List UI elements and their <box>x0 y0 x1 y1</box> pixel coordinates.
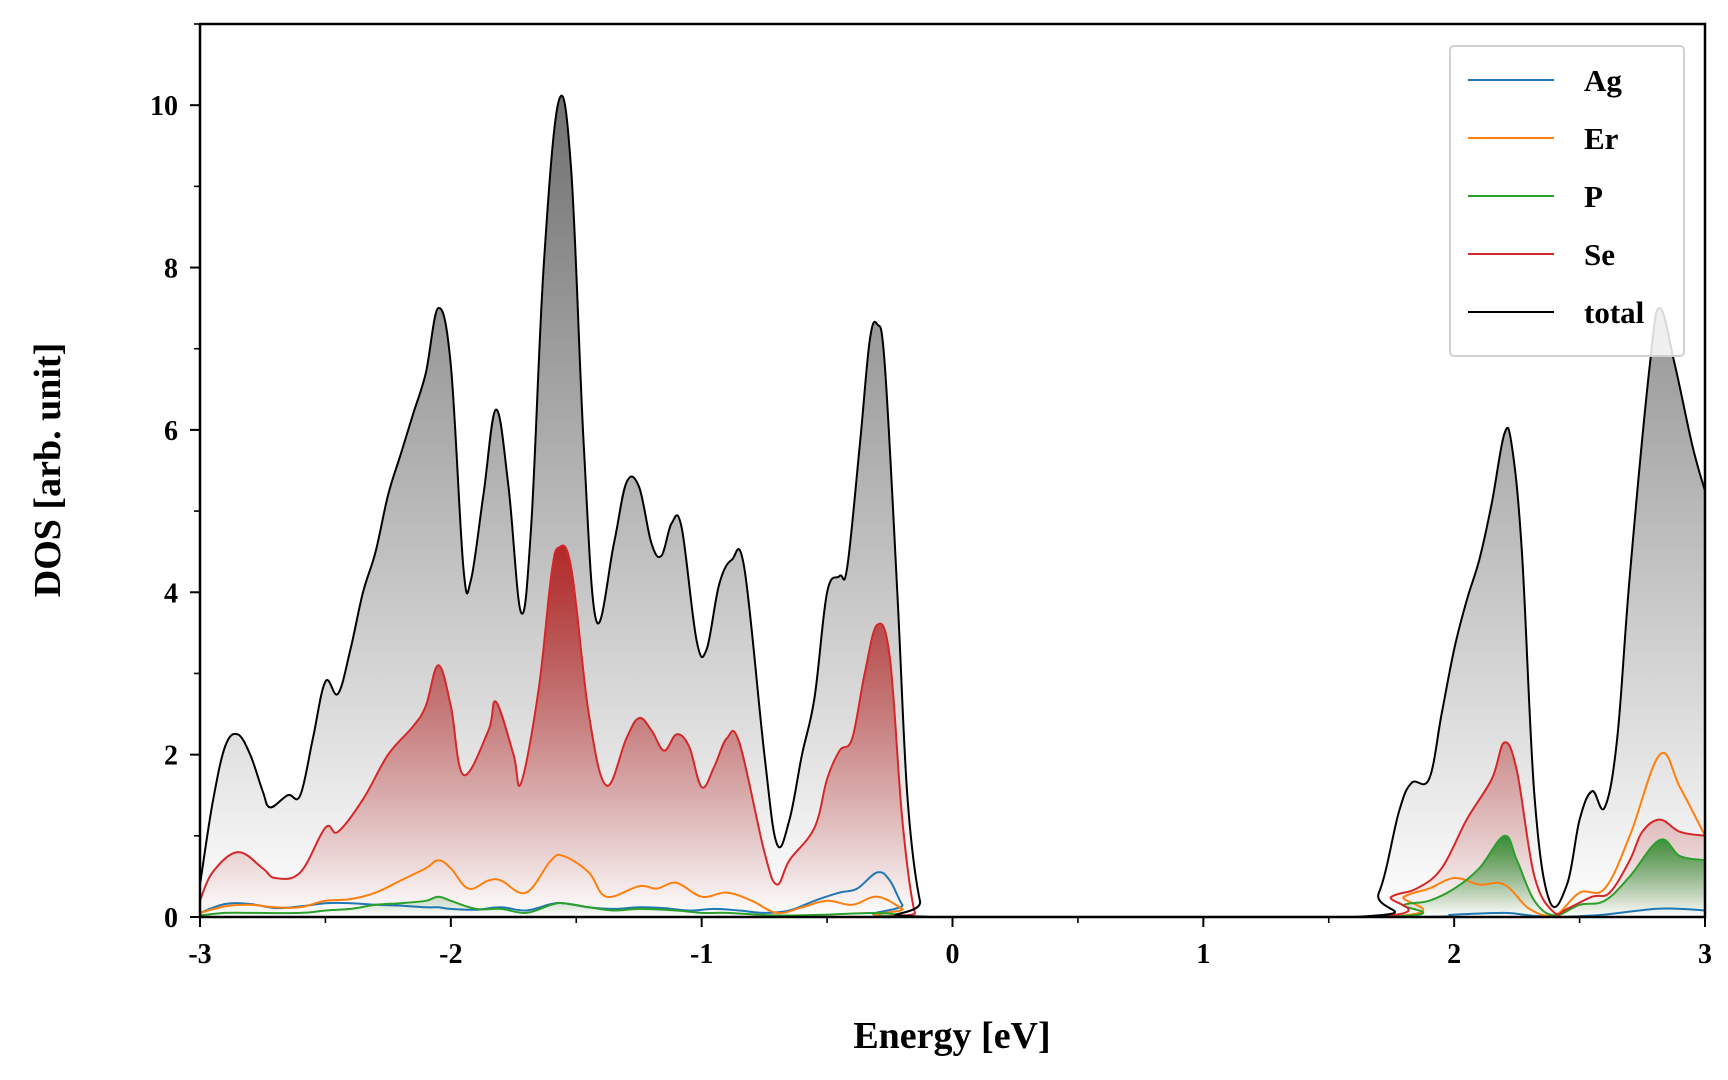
y-tick-label: 10 <box>150 91 178 122</box>
y-tick-label: 4 <box>164 578 178 609</box>
x-axis-title: Energy [eV] <box>853 1015 1050 1057</box>
x-tick-label: -1 <box>690 939 713 970</box>
x-tick-label: 2 <box>1447 939 1461 970</box>
series-line-er <box>199 751 1706 919</box>
x-tick-label: 1 <box>1196 939 1210 970</box>
x-tick-label: -2 <box>439 939 462 970</box>
series-fill-se <box>200 545 1705 917</box>
series-line-total <box>199 94 1706 919</box>
legend: Ag Er P Se total <box>1449 45 1685 357</box>
legend-box <box>1449 45 1685 357</box>
y-axis-title: DOS [arb. unit] <box>27 343 69 597</box>
y-tick-label: 8 <box>164 254 178 285</box>
legend-label-total: total <box>1584 295 1645 330</box>
legend-label-er: Er <box>1584 121 1619 156</box>
legend-label-ag: Ag <box>1584 63 1622 98</box>
x-tick-label: 0 <box>946 939 960 970</box>
y-tick-label: 2 <box>164 741 178 772</box>
series-line-p <box>199 834 1706 919</box>
y-tick-label: 6 <box>164 416 178 447</box>
legend-label-p: P <box>1584 179 1603 214</box>
series-fills <box>200 95 1705 917</box>
series-lines <box>199 94 1706 919</box>
x-tick-label: -3 <box>188 939 211 970</box>
axis-ticks: -3 -2 -1 0 1 2 3 0 2 4 6 8 10 <box>150 23 1712 970</box>
y-tick-label: 0 <box>164 903 178 934</box>
series-line-se <box>199 544 1706 919</box>
series-line-ag <box>199 871 1706 919</box>
legend-label-se: Se <box>1584 237 1615 272</box>
x-tick-label: 3 <box>1698 939 1712 970</box>
